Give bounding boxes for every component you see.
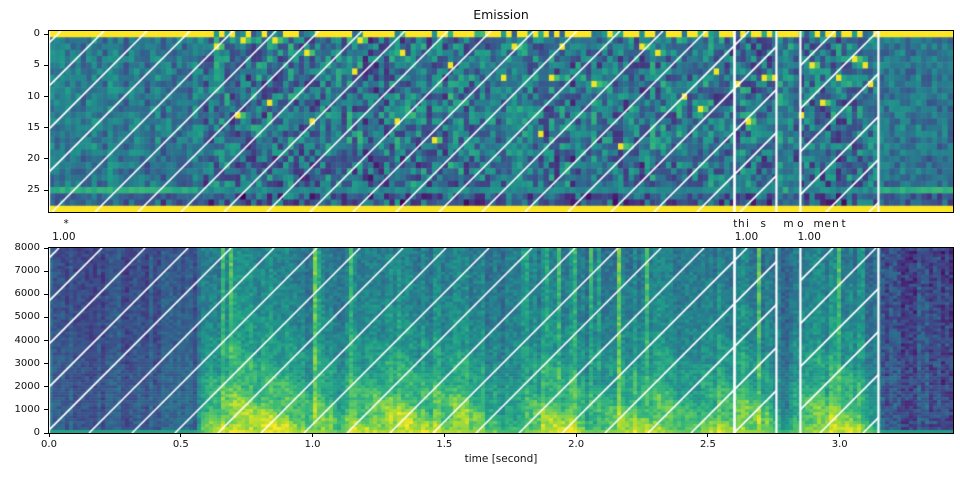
- spectrogram-y-tick: [44, 363, 48, 365]
- emission-y-tick: [44, 127, 48, 129]
- emission-y-tick-label: 25: [27, 184, 40, 196]
- x-tick-label: 1.5: [436, 439, 453, 450]
- aligned-char-label: i: [745, 218, 749, 230]
- emission-heatmap-canvas: [49, 31, 953, 212]
- aligned-char-label: o: [797, 218, 804, 230]
- x-tick: [312, 433, 314, 437]
- emission-y-tick-label: 10: [27, 90, 40, 102]
- emission-y-tick-label: 5: [33, 59, 40, 71]
- x-tick-label: 0.0: [41, 439, 57, 450]
- x-tick-label: 2.5: [699, 439, 716, 450]
- spectrogram-y-tick: [44, 386, 48, 388]
- spectrogram-y-tick: [44, 316, 48, 318]
- segment-score-label: 1.00: [797, 231, 821, 243]
- emission-y-tick: [44, 158, 48, 160]
- spectrogram-y-tick: [44, 409, 48, 411]
- x-tick-label: 2.0: [568, 439, 585, 450]
- spectrogram-canvas: [49, 248, 953, 433]
- x-tick: [443, 433, 445, 437]
- x-tick: [48, 433, 50, 437]
- aligned-char-label: m: [783, 218, 794, 230]
- spectrogram-y-tick-label: 2000: [14, 380, 40, 392]
- aligned-char-label: m: [813, 218, 824, 230]
- emission-plot: [48, 30, 954, 213]
- emission-y-tick-label: 0: [33, 28, 40, 40]
- segment-score-label: 1.00: [52, 231, 76, 243]
- segment-score-label: 1.00: [734, 231, 759, 243]
- spectrogram-plot: [48, 247, 954, 434]
- plot-title: Emission: [473, 7, 529, 22]
- spectrogram-y-tick-label: 8000: [14, 242, 40, 253]
- x-tick: [839, 433, 841, 437]
- aligned-char-label: t: [733, 218, 738, 230]
- spectrogram-y-tick-label: 5000: [14, 311, 40, 323]
- spectrogram-y-tick: [44, 270, 48, 272]
- spectrogram-y-tick: [44, 247, 48, 249]
- emission-y-tick: [44, 189, 48, 191]
- spectrogram-y-tick-label: 1000: [14, 403, 40, 415]
- x-tick: [180, 433, 182, 437]
- aligned-char-label: n: [832, 218, 839, 230]
- spectrogram-y-tick-label: 7000: [14, 265, 40, 277]
- spectrogram-y-tick-label: 0: [33, 427, 40, 438]
- spectrogram-y-tick: [44, 432, 48, 434]
- aligned-char-label: s: [760, 218, 766, 230]
- aligned-char-label: *: [63, 218, 69, 230]
- x-tick-label: 3.0: [831, 439, 848, 450]
- aligned-char-label: h: [738, 218, 745, 230]
- aligned-char-label: t: [841, 218, 846, 230]
- spectrogram-y-tick-label: 3000: [14, 357, 40, 369]
- spectrogram-y-tick-label: 6000: [14, 288, 40, 300]
- spectrogram-y-tick: [44, 293, 48, 295]
- x-tick-label: 0.5: [172, 439, 189, 450]
- aligned-char-label: e: [824, 218, 831, 230]
- spectrogram-y-tick-label: 4000: [14, 334, 40, 346]
- emission-y-tick: [44, 96, 48, 98]
- x-axis-label: time [second]: [464, 453, 538, 465]
- emission-y-tick: [44, 64, 48, 66]
- emission-y-tick-label: 15: [27, 121, 40, 133]
- emission-y-tick: [44, 33, 48, 35]
- emission-y-tick-label: 20: [27, 152, 40, 164]
- x-tick: [575, 433, 577, 437]
- x-tick: [707, 433, 709, 437]
- spectrogram-y-tick: [44, 340, 48, 341]
- x-tick-label: 1.0: [304, 439, 321, 450]
